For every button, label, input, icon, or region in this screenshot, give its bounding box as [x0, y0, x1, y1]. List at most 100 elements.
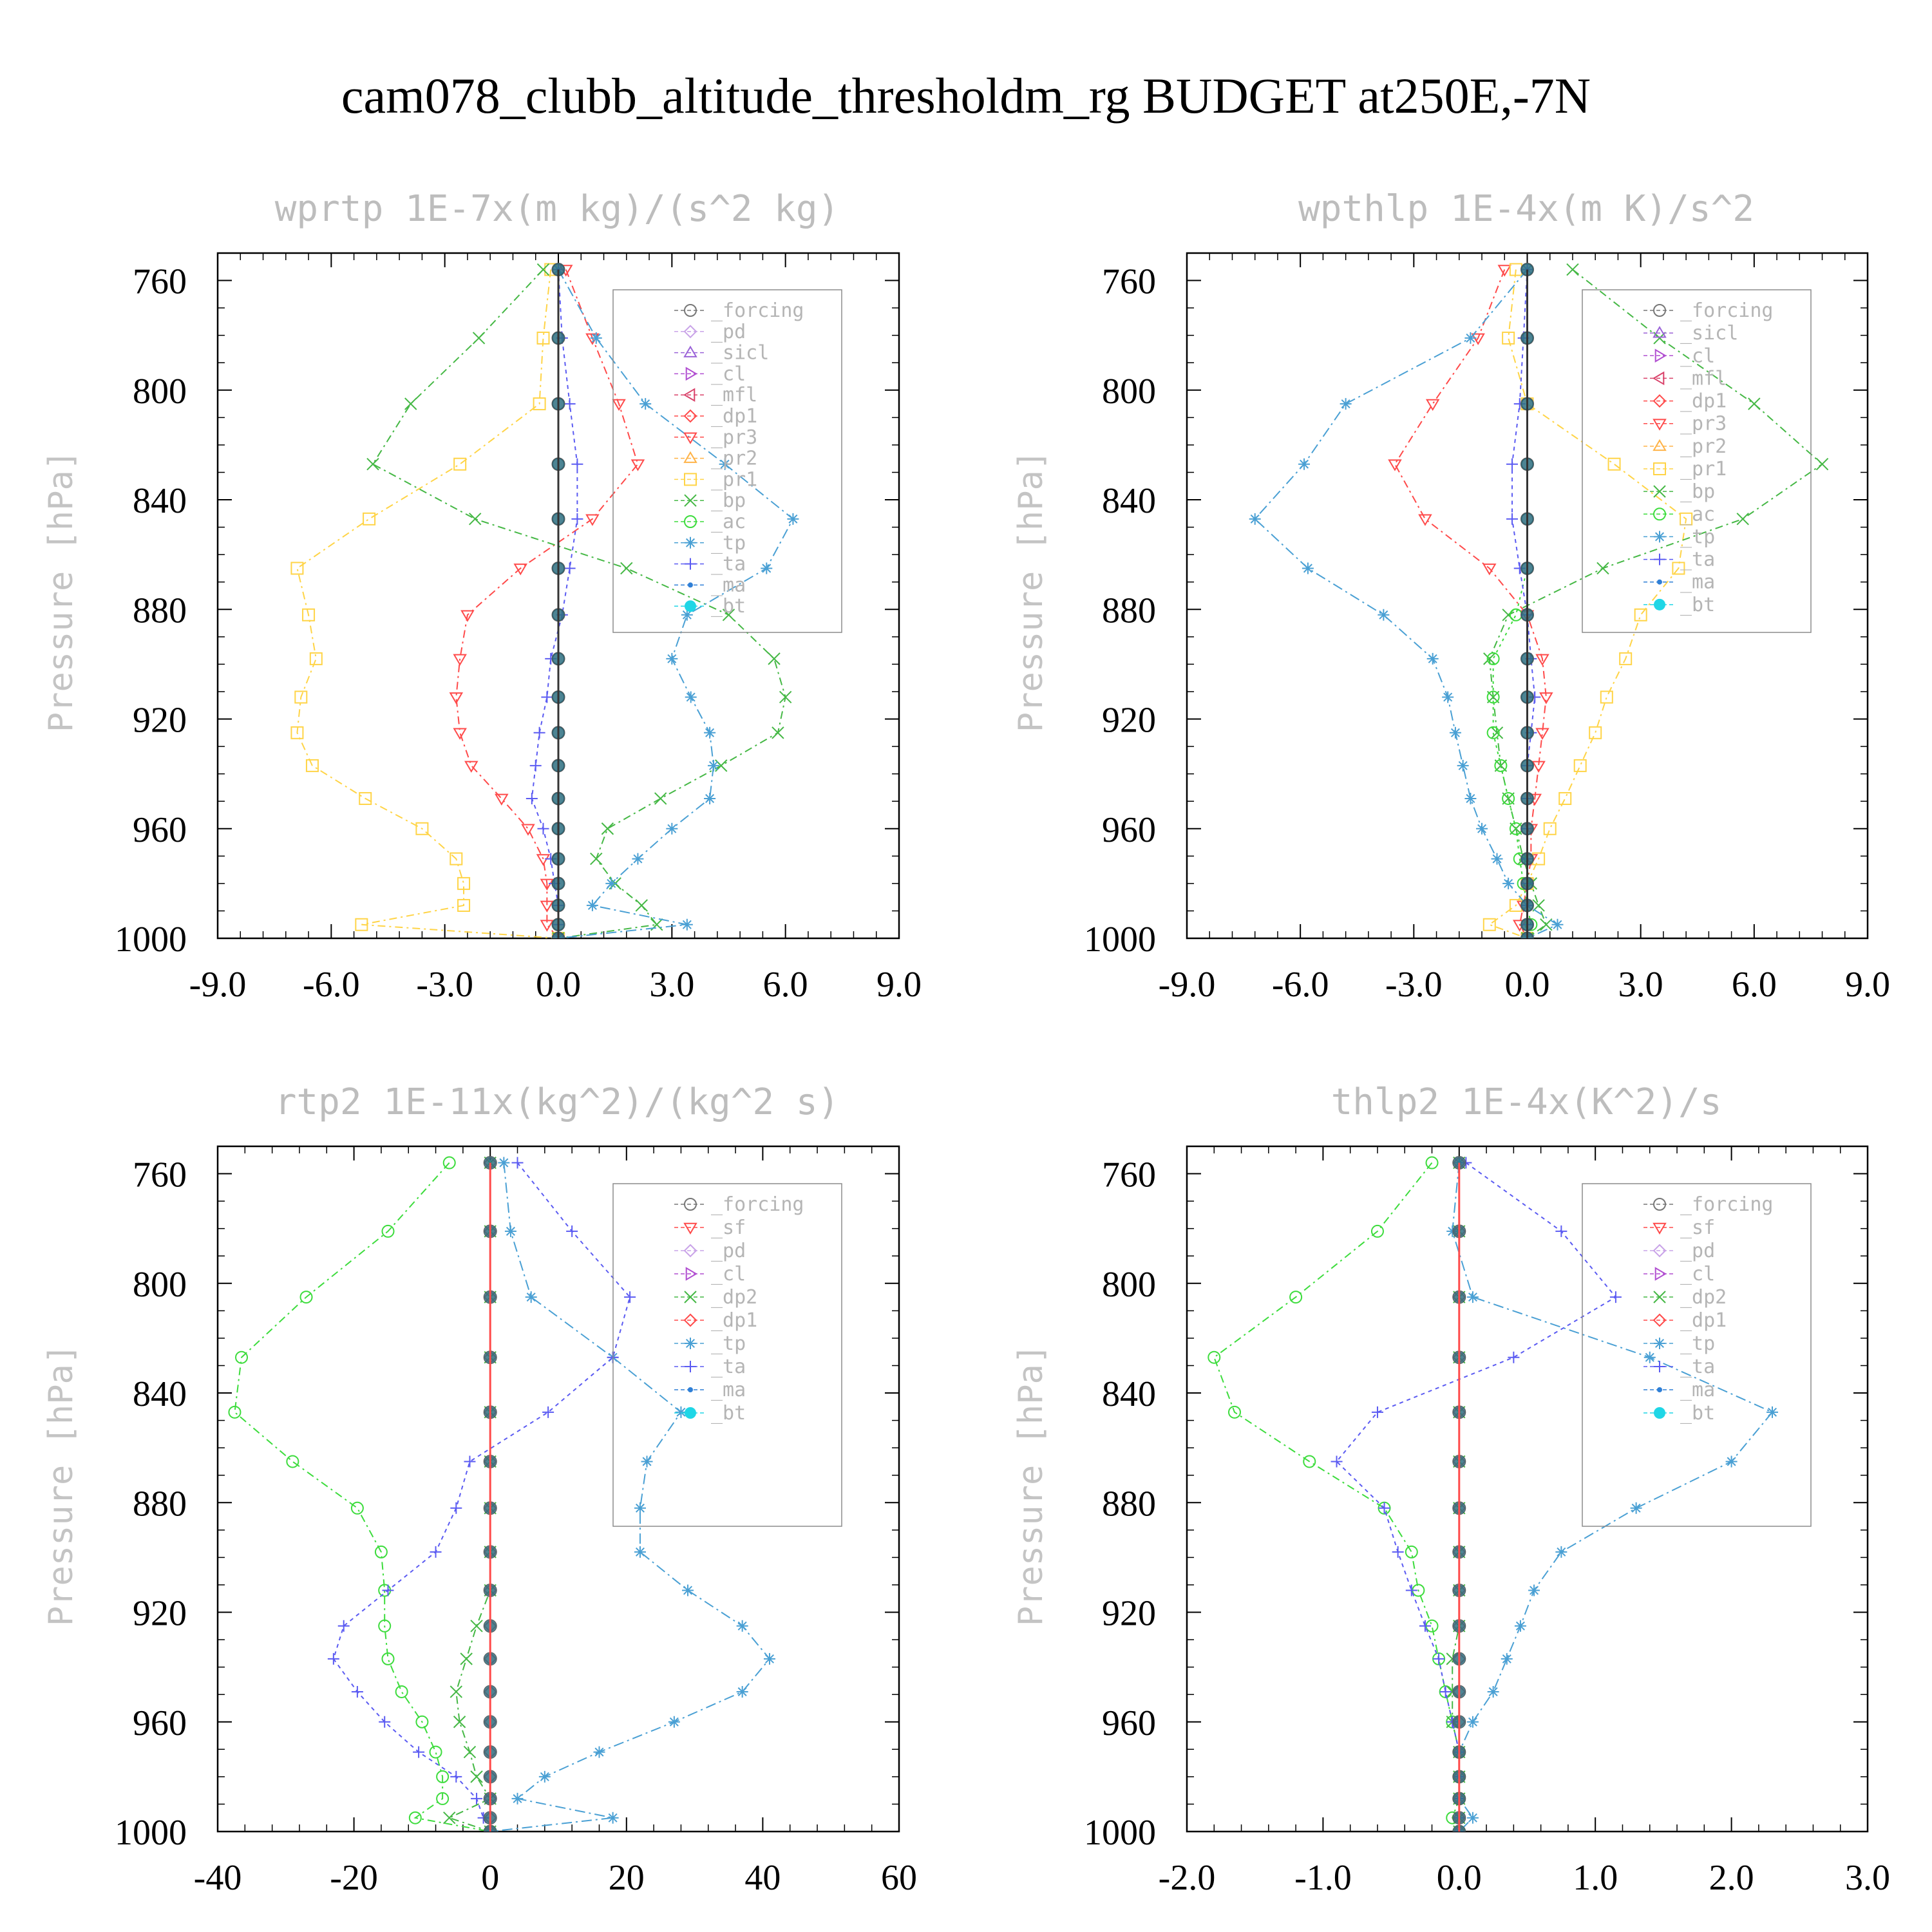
data-point — [1449, 726, 1461, 739]
legend-marker — [1653, 371, 1665, 386]
legend-frame — [612, 1183, 842, 1527]
data-point — [378, 1619, 392, 1633]
legend-label: _ma — [1680, 571, 1715, 594]
data-point — [450, 852, 463, 866]
panel-wpthlp: wpthlp 1E-4x(m K)/s^2 Pressure [hPa] -9.… — [1012, 188, 1890, 1005]
data-point — [449, 692, 464, 705]
data-point — [1442, 691, 1454, 703]
data-point — [1539, 692, 1553, 705]
y-tick-label: 760 — [133, 262, 187, 302]
data-point — [1551, 918, 1564, 931]
data-point — [463, 1745, 477, 1759]
data-point — [1540, 918, 1553, 931]
data-point — [1634, 608, 1647, 621]
y-tick-label: 920 — [133, 701, 187, 741]
legend-label: _forcing — [711, 1193, 804, 1216]
legend-marker — [1653, 1198, 1666, 1211]
data-point — [379, 1716, 391, 1728]
x-tick-label: 0 — [481, 1858, 499, 1898]
legend-label: _ta — [711, 553, 746, 576]
data-point — [299, 1291, 313, 1304]
y-tick-label: 1000 — [1084, 1813, 1156, 1853]
data-point — [634, 1546, 646, 1558]
data-point — [1589, 726, 1602, 739]
data-point — [511, 1792, 524, 1804]
legend-marker — [1654, 598, 1665, 611]
x-tick-label: 1.0 — [1573, 1858, 1618, 1898]
data-point — [1566, 263, 1579, 276]
data-point — [590, 852, 603, 866]
data-point — [1378, 609, 1390, 621]
y-tick-label: 1000 — [115, 920, 187, 960]
data-point — [309, 652, 323, 665]
data-point — [607, 1812, 619, 1824]
data-point — [470, 1620, 483, 1633]
legend-marker — [683, 1222, 697, 1235]
legend-label: _dp1 — [711, 1309, 757, 1332]
legend-marker — [1653, 507, 1666, 521]
legend-marker — [688, 1387, 693, 1392]
data-point — [1303, 1455, 1316, 1468]
legend-label: _forcing — [1680, 299, 1774, 322]
data-point — [1482, 918, 1496, 931]
y-tick-label: 800 — [133, 372, 187, 412]
data-point — [605, 877, 618, 889]
y-tick-label: 800 — [133, 1265, 187, 1305]
legend: _forcing_sicl_cl_mfl_dp1_pr3_pr2_pr1_bp_… — [1582, 289, 1812, 633]
plot-frame — [1186, 1145, 1869, 1833]
legend-marker — [1653, 419, 1667, 431]
legend-label: _ta — [1680, 549, 1715, 571]
data-point — [504, 1225, 516, 1237]
data-point — [1643, 1351, 1656, 1363]
legend-label: _cl — [1680, 345, 1715, 367]
data-point — [521, 824, 535, 836]
data-point — [541, 691, 553, 703]
data-point — [763, 1653, 775, 1665]
panel-title: rtp2 1E-11x(kg^2)/(kg^2 s) — [275, 1081, 840, 1123]
data-point — [533, 726, 545, 739]
panel-title: wpthlp 1E-4x(m K)/s^2 — [1298, 188, 1754, 230]
legend-marker — [1653, 326, 1667, 338]
data-point — [1532, 899, 1545, 912]
legend-label: _dp1 — [711, 405, 757, 428]
x-tick-label: -6.0 — [303, 965, 360, 1005]
x-tick-label: 0.0 — [1437, 1858, 1482, 1898]
data-point — [634, 1502, 646, 1514]
series-line — [1213, 1162, 1460, 1832]
series-line — [1336, 1162, 1617, 1832]
panel-rtp2: rtp2 1E-11x(kg^2)/(kg^2 s) Pressure [hPa… — [42, 1081, 917, 1898]
legend-label: _cl — [1680, 1263, 1715, 1285]
panel-thlp2: thlp2 1E-4x(K^2)/s Pressure [hPa] -2.0 -1… — [1012, 1081, 1890, 1898]
data-point — [1619, 652, 1633, 665]
data-point — [395, 1685, 408, 1698]
legend-marker — [685, 1361, 696, 1372]
data-point — [470, 1770, 483, 1783]
x-tick-label: 2.0 — [1709, 1858, 1754, 1898]
data-point — [1502, 877, 1515, 889]
data-point — [471, 1792, 483, 1804]
data-point — [1486, 690, 1500, 704]
x-tick-label: 0.0 — [536, 965, 581, 1005]
y-axis-label: Pressure [hPa] — [1012, 450, 1050, 732]
data-point — [1506, 458, 1519, 470]
data-point — [1508, 1351, 1520, 1363]
data-point — [1302, 562, 1314, 574]
data-point — [620, 562, 633, 575]
legend-marker — [685, 558, 696, 570]
data-point — [1388, 459, 1402, 471]
legend-marker — [685, 536, 696, 549]
legend-label: _mfl — [1680, 367, 1727, 390]
legend-label: _tp — [711, 532, 746, 554]
legend-label: _pd — [1680, 1240, 1715, 1262]
legend-marker — [684, 304, 697, 317]
data-point — [1815, 458, 1829, 471]
data-point — [536, 854, 551, 866]
data-point — [453, 654, 467, 666]
legend-label: _ac — [1680, 503, 1715, 526]
y-tick-label: 840 — [133, 481, 187, 521]
y-tick-label: 760 — [1102, 262, 1156, 302]
data-point — [1340, 398, 1352, 410]
legend-marker — [1653, 304, 1666, 317]
legend-marker — [683, 388, 696, 402]
